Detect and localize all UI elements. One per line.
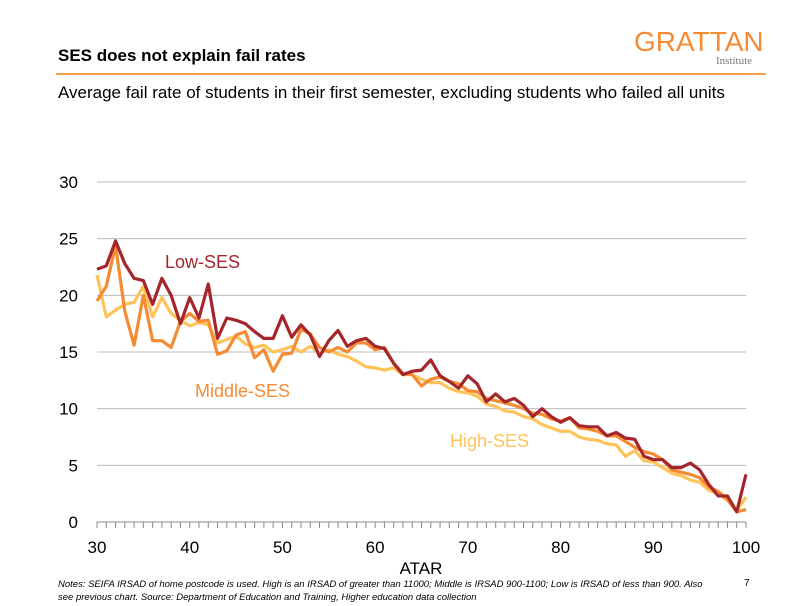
series-label-high-ses: High-SES: [450, 431, 529, 451]
grattan-logo-sub: Institute: [716, 55, 753, 67]
x-axis-label: ATAR: [400, 559, 443, 578]
title-divider: [56, 73, 766, 75]
series-label-middle-ses: Middle-SES: [195, 381, 290, 401]
y-tick-label: 20: [59, 286, 78, 305]
y-tick-label: 10: [59, 400, 78, 419]
y-tick-label: 30: [59, 173, 78, 192]
x-tick-label: 80: [551, 538, 570, 557]
x-tick-label: 30: [88, 538, 107, 557]
footnotes: Notes: SEIFA IRSAD of home postcode is u…: [58, 579, 703, 603]
y-tick-label: 25: [59, 230, 78, 249]
x-tick-label: 60: [366, 538, 385, 557]
x-tick-label: 100: [732, 538, 760, 557]
page-number: 7: [744, 578, 750, 589]
grattan-logo: GRATTAN: [634, 26, 764, 57]
x-tick-label: 50: [273, 538, 292, 557]
y-tick-label: 15: [59, 343, 78, 362]
series-label-low-ses: Low-SES: [165, 252, 240, 272]
y-tick-label: 0: [69, 513, 78, 532]
y-tick-label: 5: [69, 456, 78, 475]
chart-subtitle: Average fail rate of students in their f…: [58, 83, 725, 102]
x-tick-label: 40: [180, 538, 199, 557]
x-tick-label: 90: [644, 538, 663, 557]
series-line-low-ses: [96, 239, 748, 514]
slide-title: SES does not explain fail rates: [58, 46, 306, 65]
x-tick-label: 70: [458, 538, 477, 557]
series-line-middle-ses: [95, 243, 747, 514]
series-line-high-ses: [95, 274, 748, 513]
